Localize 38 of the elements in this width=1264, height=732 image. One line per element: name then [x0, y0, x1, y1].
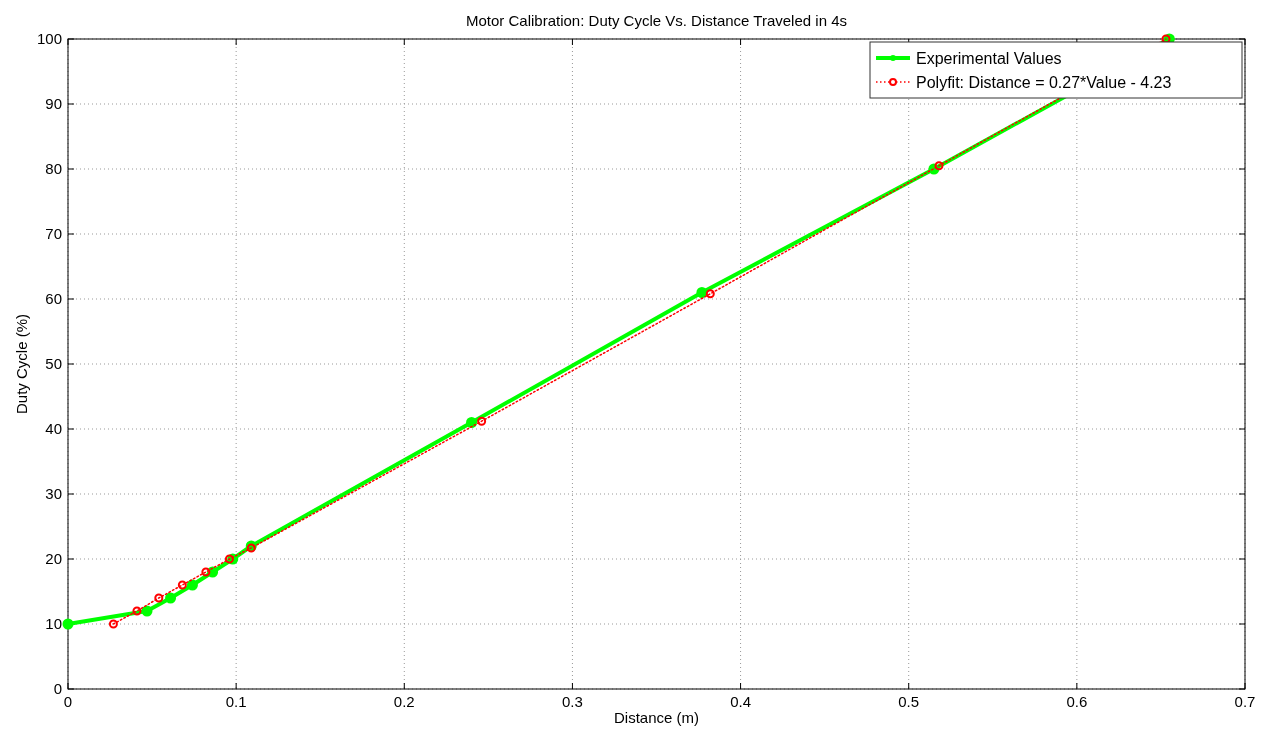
legend-label: Experimental Values	[916, 50, 1062, 67]
y-axis-title: Duty Cycle (%)	[13, 313, 30, 415]
y-tick-label: 30	[45, 485, 62, 502]
point	[705, 289, 715, 299]
point	[154, 593, 164, 603]
y-tick-label: 100	[36, 30, 62, 47]
point	[165, 592, 177, 604]
x-axis-title: Distance (m)	[613, 709, 700, 726]
point	[177, 580, 187, 590]
point	[108, 619, 118, 629]
x-tick-label: 0.1	[225, 693, 247, 710]
x-tick-label: 0.7	[1234, 693, 1256, 710]
x-tick-label: 0.3	[562, 693, 583, 710]
x-tick-label: 0.6	[1066, 693, 1088, 710]
x-tick-label: 0	[63, 693, 73, 710]
point	[186, 579, 198, 591]
x-tick-label: 0.4	[730, 693, 751, 710]
y-tick-label: 70	[45, 225, 62, 242]
y-tick-label: 20	[45, 550, 62, 567]
point	[62, 618, 74, 630]
point	[132, 606, 142, 616]
y-tick-label: 80	[45, 160, 62, 177]
y-tick-label: 40	[45, 420, 62, 437]
x-tick-label: 0.2	[393, 693, 415, 710]
chart-title: Motor Calibration: Duty Cycle Vs. Distance Traveled in 4s	[466, 12, 847, 29]
point	[477, 416, 487, 426]
y-tick-label: 50	[45, 355, 62, 372]
point	[201, 567, 211, 577]
point	[696, 287, 708, 298]
point	[224, 554, 234, 564]
point	[466, 417, 478, 428]
y-tick-label: 90	[45, 95, 62, 112]
y-tick-label: 10	[45, 615, 62, 632]
y-tick-label: 60	[45, 290, 62, 307]
legend-label: Polyfit: Distance = 0.27*Value - 4.23	[916, 74, 1172, 91]
point	[934, 161, 944, 171]
y-tick-label: 0	[53, 680, 62, 697]
x-tick-label: 0.5	[898, 693, 920, 710]
